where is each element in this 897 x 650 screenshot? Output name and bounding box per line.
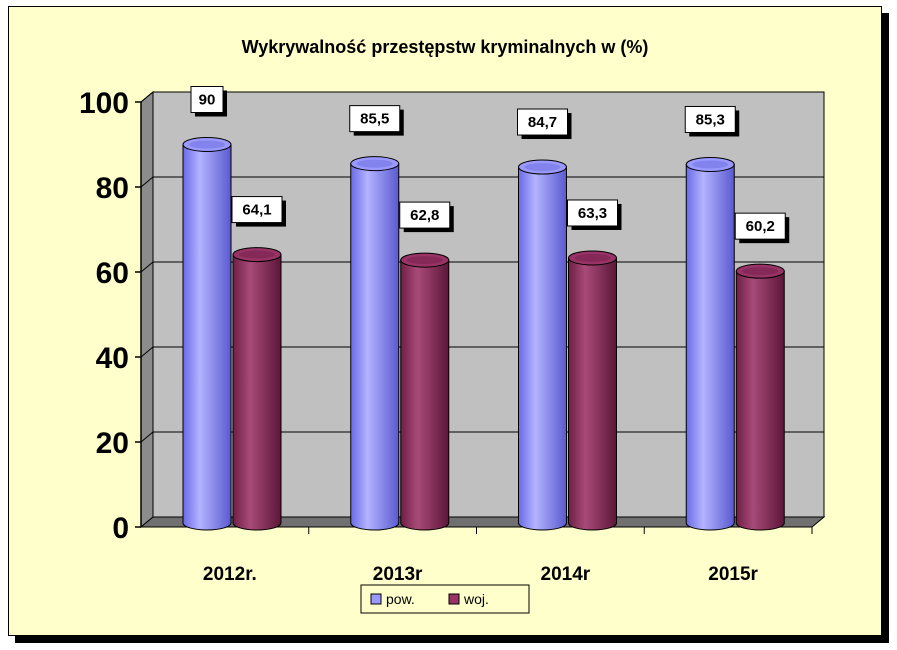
y-tick-label: 20	[96, 427, 129, 460]
data-label: 85,5	[349, 105, 404, 136]
chart: Wykrywalność przestępstw kryminalnych w …	[79, 37, 826, 614]
svg-text:60,2: 60,2	[746, 218, 775, 235]
bar-woj.-2012r.	[232, 247, 282, 531]
bar-pow.-2013r	[350, 156, 400, 531]
bar-woj.-2014r	[568, 250, 617, 531]
svg-text:84,7: 84,7	[528, 114, 557, 131]
category-label: 2014r	[541, 564, 591, 585]
y-tick-label: 60	[96, 257, 129, 290]
gridline-side	[140, 431, 154, 443]
data-label: 64,1	[231, 196, 286, 227]
svg-text:63,3: 63,3	[578, 205, 607, 222]
chart-title: Wykrywalność przestępstw kryminalnych w …	[242, 37, 649, 57]
side-wall	[140, 90, 154, 529]
data-label: 62,8	[399, 201, 454, 233]
category-label: 2015r	[708, 564, 758, 585]
y-tick-label: 40	[96, 342, 129, 375]
svg-text:pow.: pow.	[386, 591, 415, 607]
data-label: 63,3	[567, 199, 622, 230]
data-label: 90	[190, 86, 227, 117]
chart-frame: Wykrywalność przestępstw kryminalnych w …	[8, 6, 882, 636]
data-label: 85,3	[684, 105, 740, 137]
svg-text:62,8: 62,8	[410, 207, 439, 224]
svg-text:64,1: 64,1	[242, 202, 271, 219]
data-label: 84,7	[517, 108, 572, 140]
bar-pow.-2015r	[685, 156, 735, 531]
gridline-side	[140, 261, 154, 273]
svg-text:85,5: 85,5	[360, 111, 389, 128]
category-label: 2013r	[373, 564, 423, 585]
data-labels: 90 64,1 85,5 62,8 84,7 63,3 85,3 60,2	[190, 86, 790, 244]
y-tick-label: 100	[79, 87, 129, 120]
bar-pow.-2012r.	[182, 137, 232, 531]
y-tick-label: 80	[96, 172, 129, 205]
svg-text:85,3: 85,3	[696, 111, 725, 128]
data-label: 60,2	[734, 212, 790, 244]
bar-woj.-2013r	[400, 252, 450, 531]
bar-pow.-2014r	[518, 159, 567, 531]
gridline-side	[140, 176, 154, 188]
legend: pow. woj.	[360, 584, 530, 614]
svg-text:woj.: woj.	[463, 591, 489, 607]
legend-item-woj.: woj.	[448, 591, 489, 607]
legend-item-pow.: pow.	[370, 591, 415, 607]
category-labels: 2012r. 2013r 2014r 2015r	[203, 527, 813, 585]
value-axis: 0 20 40 60 80 100	[79, 87, 142, 545]
gridline-side	[140, 346, 154, 358]
y-tick-label: 0	[112, 512, 129, 545]
bar-woj.-2015r	[735, 263, 785, 531]
category-label: 2012r.	[203, 564, 257, 585]
gridline-side	[140, 91, 154, 103]
legend-box	[360, 584, 530, 614]
svg-text:90: 90	[199, 92, 216, 109]
bars	[182, 137, 785, 531]
